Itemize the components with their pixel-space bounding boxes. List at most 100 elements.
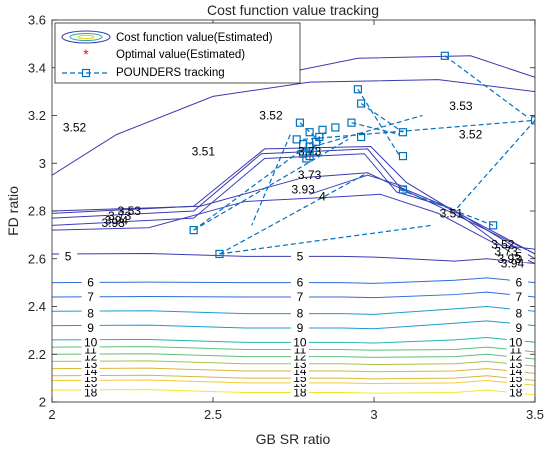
- contour-label: 8: [87, 307, 94, 321]
- contour-label-bg: [509, 276, 528, 289]
- contour-line: [52, 148, 535, 260]
- contour-label: 3.93: [102, 216, 126, 230]
- x-axis-label: GB SR ratio: [256, 431, 331, 447]
- contour-label: 3.73: [298, 144, 322, 158]
- legend-label-optimal: Optimal value(Estimated): [116, 49, 245, 61]
- contour-line: [52, 153, 535, 255]
- tracking-segment: [193, 131, 327, 231]
- contour-line: [52, 379, 535, 386]
- contour-label-bg: [506, 386, 525, 399]
- tracking-segment: [193, 138, 349, 231]
- tracking-point: [331, 123, 340, 132]
- contour-label-bg: [81, 321, 100, 334]
- contour-label-bg: [506, 336, 525, 349]
- contour-label-bg: [59, 250, 78, 263]
- contour-label: 6: [516, 276, 523, 290]
- tracking-point: [295, 118, 305, 127]
- y-tick-label: 3.2: [28, 108, 46, 123]
- contour-label-bg: [290, 386, 309, 399]
- contour-label-bg: [290, 336, 309, 349]
- legend-tracking-marker: [81, 68, 91, 78]
- contour-label: 18: [509, 385, 523, 399]
- x-tick-label: 2.5: [204, 407, 222, 422]
- tracking-segment: [454, 119, 535, 212]
- tracking-segment: [444, 55, 529, 119]
- contour-label: 3.73: [108, 209, 132, 223]
- tracking-segment: [357, 88, 401, 157]
- contour-label: 10: [509, 335, 523, 349]
- tracking-point: [353, 85, 362, 94]
- contour-label-bg: [290, 276, 309, 289]
- contour-label-bg: [509, 321, 528, 334]
- contour-label: 5: [516, 249, 523, 263]
- contour-label: 6: [297, 276, 304, 290]
- contour-line: [251, 55, 535, 81]
- y-tick-label: 2: [39, 395, 46, 410]
- tracking-segment: [219, 172, 368, 255]
- tracking-point: [347, 118, 356, 127]
- y-tick-label: 2.8: [28, 204, 46, 219]
- contour-label: 3.73: [494, 245, 518, 259]
- tracking-point: [292, 135, 301, 144]
- contour-label-bg: [290, 250, 309, 263]
- contour-lines: [52, 55, 535, 396]
- tracking-point: [318, 125, 327, 134]
- contour-label: 3.51: [440, 206, 464, 220]
- contour-label: 7: [516, 290, 523, 304]
- contour-line: [52, 367, 535, 374]
- y-axis-label: FD ratio: [5, 186, 21, 236]
- tracking-segment: [351, 122, 400, 136]
- contour-label: 4: [319, 190, 326, 204]
- contour-label: 18: [293, 385, 307, 399]
- tracking-point: [299, 140, 308, 149]
- contour-label: 7: [297, 290, 304, 304]
- axis-ticks: 2 2.5 3 3.522.22.42.62.833.23.43.6: [28, 13, 544, 423]
- contour-label: 6: [87, 276, 94, 290]
- tracking-segment: [303, 119, 535, 140]
- contour-label: 3.52: [459, 128, 483, 142]
- contour-label: 5: [297, 249, 304, 263]
- legend-label-contour: Cost function value(Estimated): [116, 32, 273, 44]
- tracking-point: [357, 132, 366, 142]
- y-tick-label: 2.4: [28, 299, 46, 314]
- contour-label: 3.93: [498, 252, 522, 266]
- contour-line: [52, 193, 535, 250]
- x-tick-label: 3.5: [526, 407, 544, 422]
- contour-label: 3.94: [501, 257, 525, 271]
- contour-label-bg: [509, 250, 528, 263]
- y-tick-label: 3: [39, 156, 46, 171]
- legend-asterisk-marker: *: [83, 46, 89, 62]
- contour-line: [52, 305, 535, 315]
- contour-line: [309, 174, 407, 195]
- tracking-segment: [360, 103, 404, 133]
- contour-label-bg: [290, 307, 309, 320]
- contour-line: [52, 346, 535, 353]
- contour-label-bg: [81, 336, 100, 349]
- tracking-point: [440, 51, 449, 60]
- contour-label: 10: [84, 335, 98, 349]
- contour-label: 3.52: [259, 109, 283, 123]
- contour-label: 10: [293, 335, 307, 349]
- contour-labels: 1818181616161515151414141313131212121111…: [59, 99, 528, 399]
- tracking-point: [305, 151, 314, 161]
- contour-label: 8: [516, 307, 523, 321]
- tracking-segment: [219, 224, 433, 255]
- contour-label: 9: [516, 321, 523, 335]
- contour-label: 3.73: [298, 168, 322, 182]
- contour-label: 18: [84, 385, 98, 399]
- contour-label: 3.94: [105, 214, 129, 228]
- contour-label: 7: [87, 290, 94, 304]
- contour-line: [52, 291, 535, 299]
- y-tick-label: 3.4: [28, 60, 46, 75]
- chart-title: Cost function value tracking: [207, 2, 379, 18]
- tracking-point: [398, 128, 408, 137]
- contour-line: [52, 320, 535, 330]
- contour-label-bg: [290, 321, 309, 334]
- tracking-segment: [399, 188, 494, 226]
- contour-line: [52, 252, 535, 265]
- tracking-segment: [251, 134, 291, 226]
- y-tick-label: 2.2: [28, 347, 46, 362]
- contour-line: [52, 353, 535, 360]
- contour-label: 9: [297, 321, 304, 335]
